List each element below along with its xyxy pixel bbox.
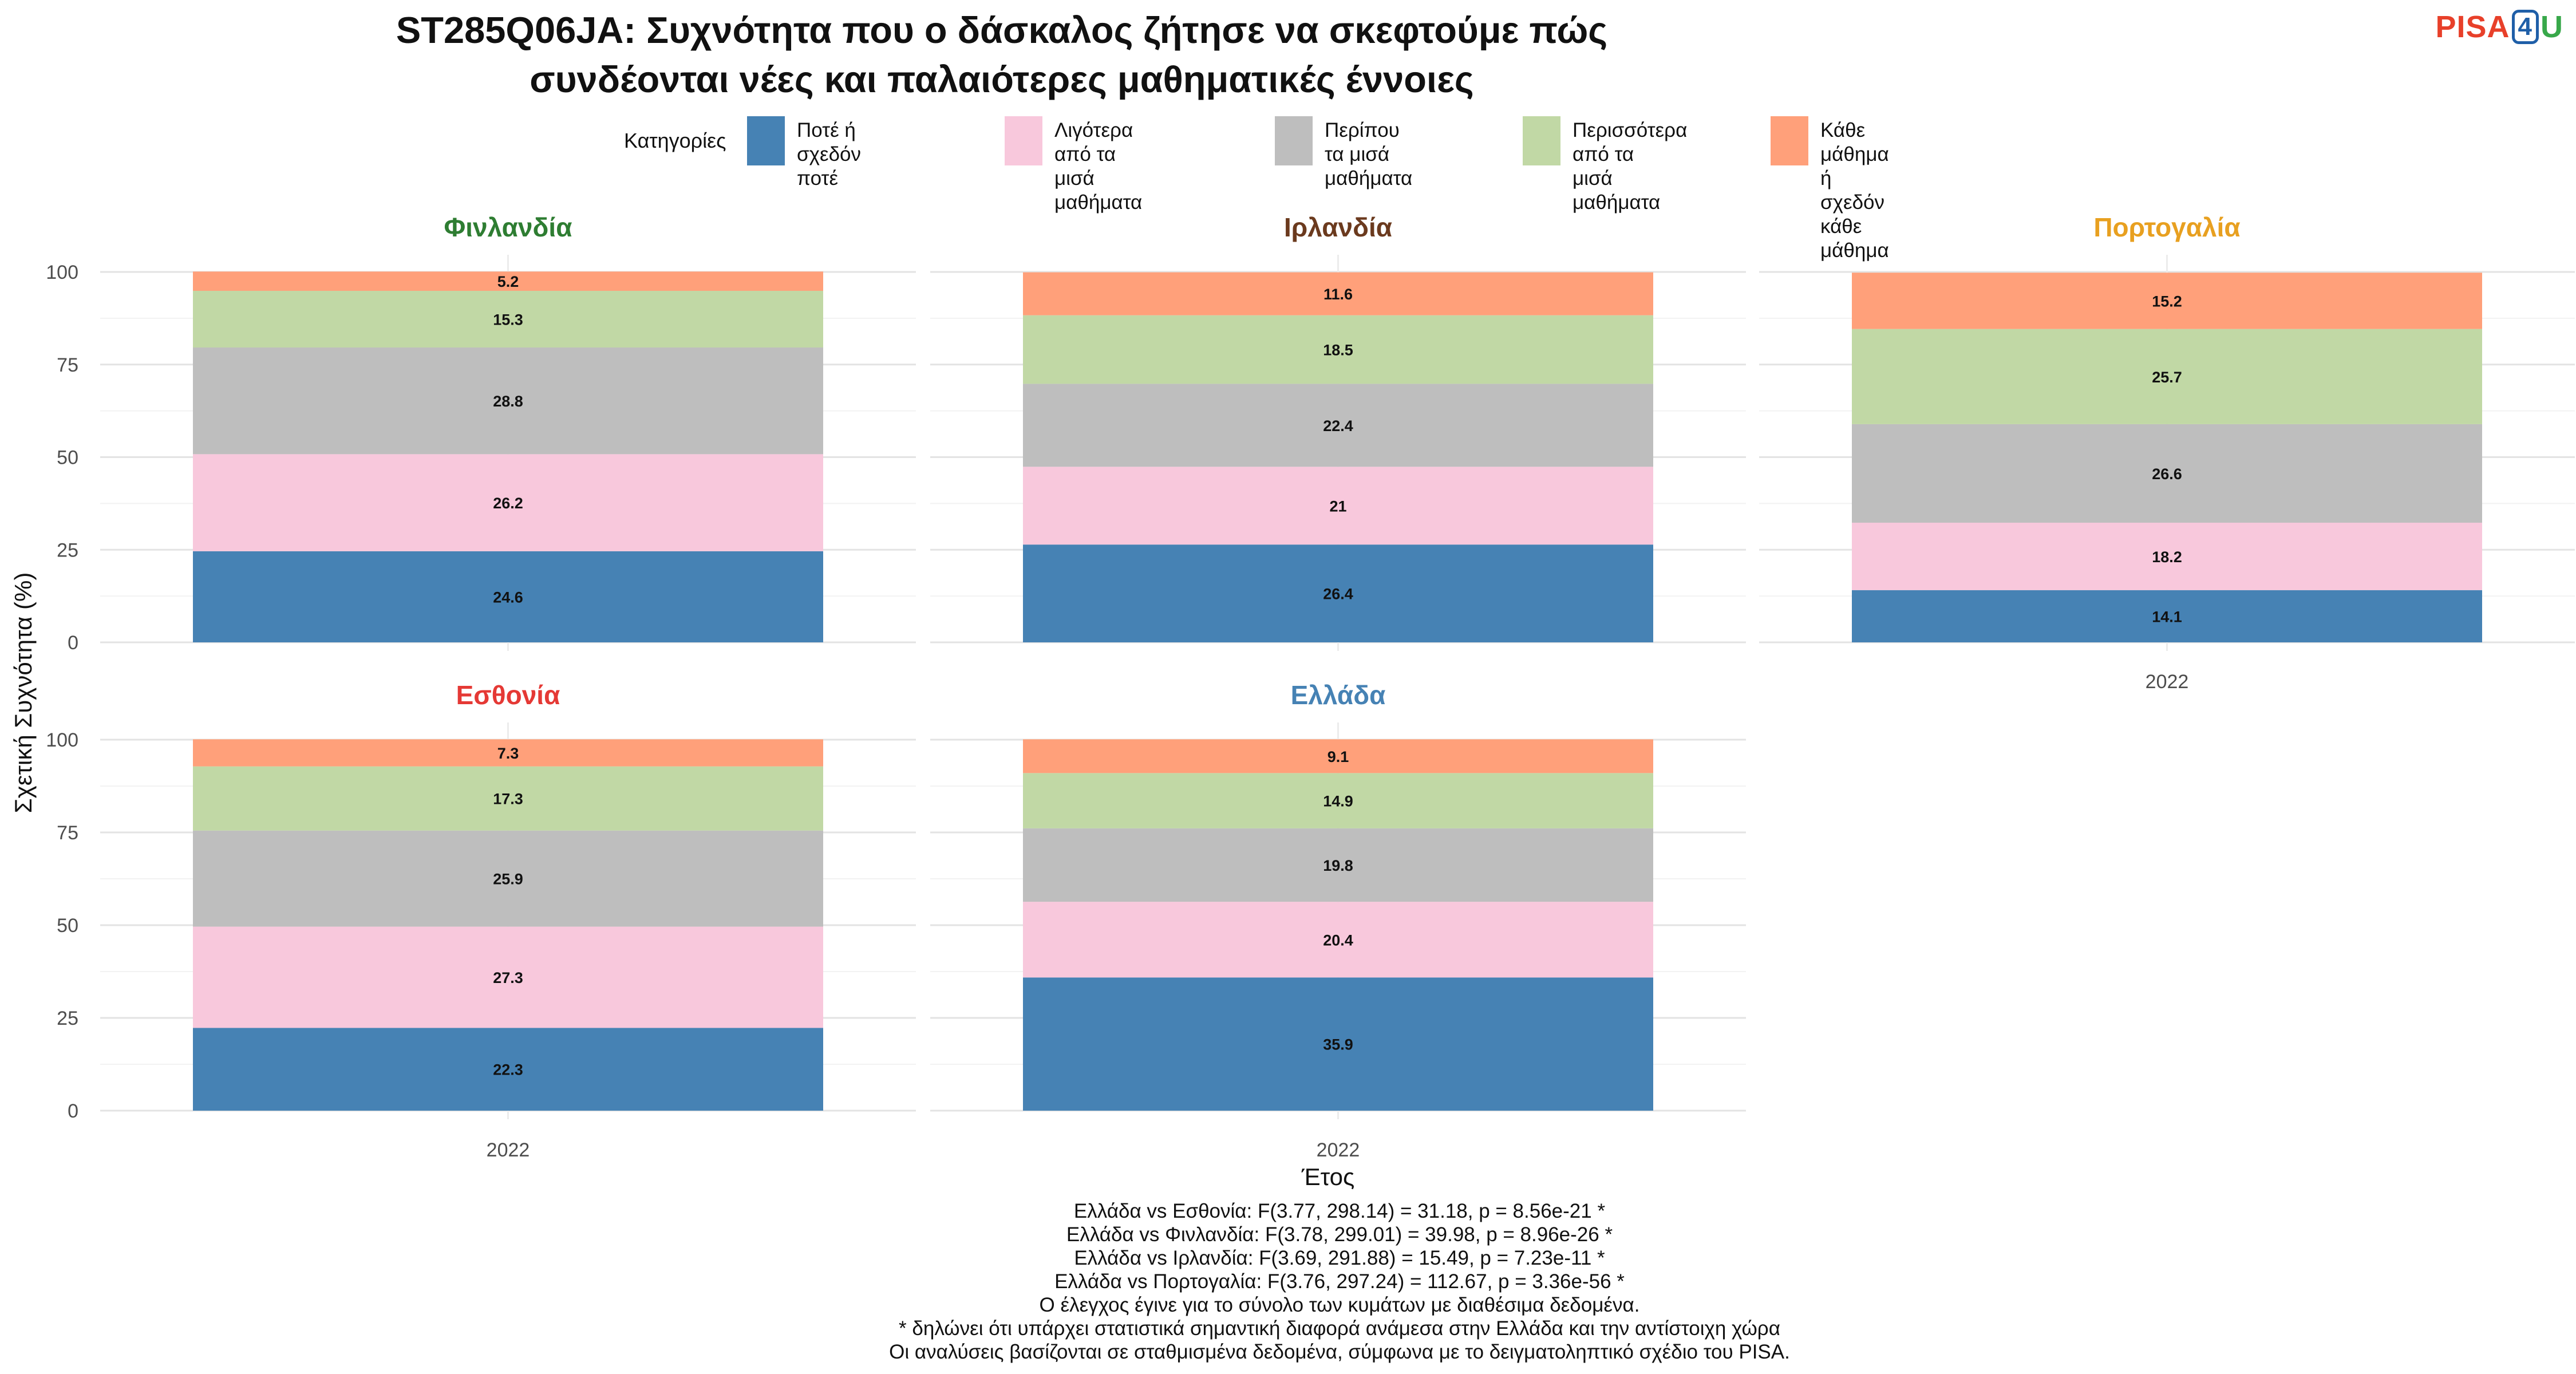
x-axis-title: Έτος [1301, 1163, 1355, 1190]
y-tick-label: 75 [57, 354, 78, 376]
data-label: 15.3 [493, 311, 523, 328]
bar-segment [1023, 773, 1653, 828]
bar-segment [1023, 977, 1653, 1111]
data-label: 11.6 [1323, 286, 1353, 303]
chart-title-line-2: συνδέονται νέες και παλαιότερες μαθηματι… [530, 58, 1474, 100]
data-label: 18.5 [1323, 342, 1353, 359]
bar-segment [193, 926, 823, 1028]
bar-segment [1023, 739, 1653, 773]
data-label: 22.3 [493, 1061, 523, 1079]
data-label: 22.4 [1323, 417, 1353, 435]
bar-segment [1023, 384, 1653, 467]
bar-segment [193, 830, 823, 927]
legend-swatch [1523, 116, 1560, 165]
legend-label: Περίπου τα μισά μαθήματα [1325, 119, 1413, 189]
legend-label: Περισσότερα από τα μισά μαθήματα [1573, 119, 1688, 214]
bar-segment [193, 739, 823, 767]
data-label: 25.9 [493, 871, 523, 888]
y-tick-label: 25 [57, 1008, 78, 1029]
data-label: 20.4 [1323, 931, 1353, 949]
legend-label: Κάθε μάθημα ή σχεδόν κάθε μάθημα [1820, 119, 1889, 262]
y-tick-label: 100 [46, 262, 78, 283]
footer-line: Ο έλεγχος έγινε για το σύνολο των κυμάτω… [1039, 1294, 1640, 1316]
bar-segment [1852, 590, 2482, 642]
facet-title: Πορτογαλία [2093, 212, 2240, 242]
footer-line: Ελλάδα vs Εσθονία: F(3.77, 298.14) = 31.… [1073, 1200, 1606, 1222]
data-label: 35.9 [1323, 1036, 1353, 1053]
bar-segment [1023, 902, 1653, 978]
y-tick-label: 0 [68, 1100, 78, 1122]
pisa4u-logo: PISA 4 U [2435, 9, 2563, 45]
data-label: 18.2 [2152, 548, 2182, 566]
bar-segment [1023, 544, 1653, 642]
data-label: 5.2 [497, 273, 519, 290]
bar-segment [1023, 467, 1653, 545]
data-label: 7.3 [497, 745, 519, 762]
bar-segment [1852, 329, 2482, 424]
logo-text-pisa: PISA [2435, 10, 2510, 44]
data-label: 24.6 [493, 589, 523, 606]
bar-segment [1852, 523, 2482, 590]
legend-label: Λιγότερα από τα μισά μαθήματα [1054, 119, 1143, 214]
footer-line: Ελλάδα vs Ιρλανδία: F(3.69, 291.88) = 15… [1074, 1247, 1605, 1269]
y-tick-label: 50 [57, 447, 78, 469]
legend-label: Ποτέ ή σχεδόν ποτέ [797, 119, 862, 189]
bar-segment [193, 766, 823, 831]
bar-segment [193, 454, 823, 551]
data-label: 25.7 [2152, 369, 2182, 386]
footer-line: Ελλάδα vs Πορτογαλία: F(3.76, 297.24) = … [1054, 1270, 1625, 1293]
y-tick-label: 25 [57, 539, 78, 561]
legend-title: Κατηγορίες [624, 129, 726, 152]
footer-line: Οι αναλύσεις βασίζονται σε σταθμισμένα δ… [889, 1341, 1790, 1363]
chart-title: ST285Q06JA: Συχνότητα που ο δάσκαλος ζήτ… [0, 6, 2004, 104]
data-label: 26.6 [2152, 465, 2182, 483]
bar-segment [193, 1028, 823, 1111]
legend-swatch [1275, 116, 1313, 165]
chart-title-line-1: ST285Q06JA: Συχνότητα που ο δάσκαλος ζήτ… [396, 9, 1608, 51]
logo-number: 4 [2511, 10, 2539, 44]
bar-segment [1023, 828, 1653, 902]
legend-swatch [747, 116, 785, 165]
facet-title: Ιρλανδία [1284, 212, 1392, 242]
data-label: 14.9 [1323, 793, 1353, 810]
y-axis-title: Σχετική Συχνότητα (%) [10, 572, 37, 814]
data-label: 26.2 [493, 495, 523, 512]
footer-line: Ελλάδα vs Φινλανδία: F(3.78, 299.01) = 3… [1066, 1223, 1613, 1246]
bar-segment [193, 347, 823, 455]
logo-text-u: U [2541, 10, 2563, 44]
y-tick-label: 100 [46, 729, 78, 751]
y-tick-label: 0 [68, 632, 78, 654]
y-tick-label: 50 [57, 915, 78, 937]
x-tick-label: 2022 [487, 1139, 530, 1161]
bar-segment [1852, 273, 2482, 329]
bar-segment [193, 271, 823, 291]
facet-title: Φινλανδία [444, 212, 572, 242]
x-tick-label: 2022 [1317, 1139, 1360, 1161]
data-label: 19.8 [1323, 857, 1353, 874]
y-tick-label: 75 [57, 822, 78, 844]
facet-title: Εσθονία [456, 680, 560, 710]
bar-segment [193, 290, 823, 348]
data-label: 26.4 [1323, 586, 1353, 603]
data-label: 28.8 [493, 393, 523, 410]
legend-swatch [1005, 116, 1042, 165]
bar-segment [1023, 315, 1653, 384]
data-label: 9.1 [1327, 748, 1349, 765]
footer-notes: Ελλάδα vs Εσθονία: F(3.77, 298.14) = 31.… [653, 1199, 2026, 1364]
bar-segment [1023, 272, 1653, 315]
data-label: 17.3 [493, 791, 523, 808]
legend-swatch [1771, 116, 1808, 165]
footer-line: * δηλώνει ότι υπάρχει στατιστικά σημαντι… [899, 1317, 1780, 1340]
data-label: 21 [1329, 498, 1346, 515]
x-tick-label: 2022 [2146, 671, 2189, 693]
bar-segment [193, 551, 823, 642]
data-label: 27.3 [493, 969, 523, 986]
facet-title: Ελλάδα [1291, 680, 1386, 710]
data-label: 15.2 [2152, 293, 2182, 310]
data-label: 14.1 [2152, 608, 2182, 625]
bar-segment [1852, 424, 2482, 523]
